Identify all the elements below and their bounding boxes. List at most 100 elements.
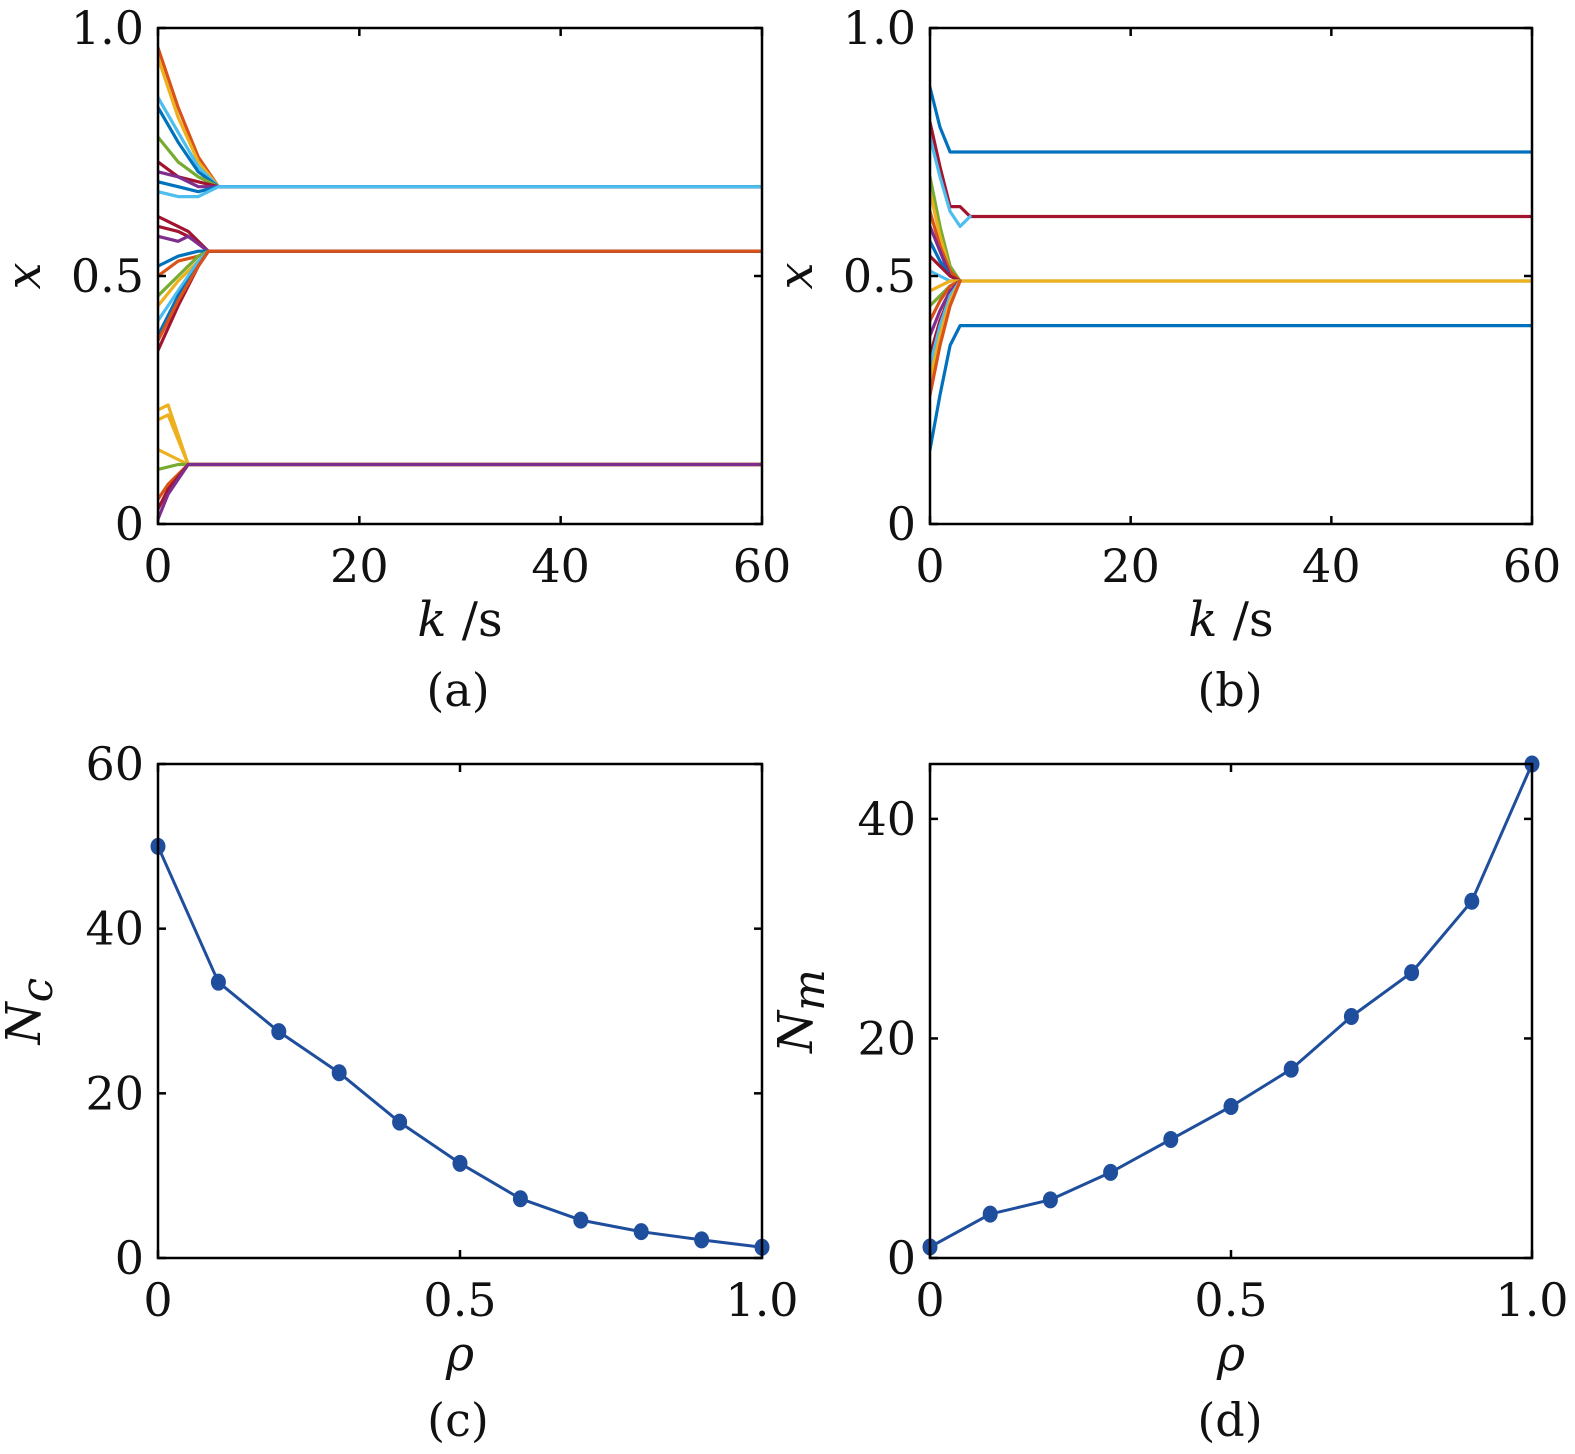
series-group	[158, 46, 762, 521]
y-tick-label: 0	[115, 1231, 144, 1285]
y-tick-label: 0.5	[843, 249, 916, 303]
x-tick-label: 20	[330, 539, 389, 593]
series-line-16	[158, 249, 762, 323]
y-tick-label: 0	[887, 497, 916, 551]
y-tick-label: 40	[85, 902, 144, 956]
y-tick-label: 1.0	[843, 1, 916, 55]
data-point-9	[694, 1231, 710, 1249]
data-point-9	[1464, 892, 1480, 910]
series-line-18	[930, 324, 1532, 452]
series-line-19	[158, 249, 762, 343]
series-line-0	[930, 762, 1532, 1249]
panel-caption: (b)	[1197, 663, 1262, 717]
data-point-1	[982, 1205, 998, 1223]
panel-a: 0 20 40 60 0 0.5 1.0 k /s x (a)	[0, 1, 791, 717]
x-tick-label: 40	[531, 539, 590, 593]
series-line-4	[158, 135, 762, 189]
series-line-2	[930, 135, 972, 228]
x-tick-label: 40	[1302, 539, 1361, 593]
series-line-9	[158, 214, 762, 253]
series-line-24	[158, 462, 762, 501]
panel-c: 0 0.5 1.0 0 20 40 60 ρ Nc (c)	[0, 737, 799, 1447]
plot-frame	[156, 26, 764, 526]
series-line-17	[158, 249, 762, 338]
series-line-17	[930, 279, 962, 397]
x-axis-variable: ρ	[445, 1326, 474, 1382]
series-line-15	[158, 249, 762, 308]
x-tick-label: 0	[143, 539, 172, 593]
data-point-6	[1283, 1060, 1299, 1078]
series-line-5	[158, 160, 762, 189]
x-axis-unit: /s	[1218, 592, 1274, 648]
series-line-3	[930, 175, 1532, 283]
series-line-10	[930, 279, 962, 293]
series-line-6	[158, 170, 762, 189]
plot-frame	[928, 762, 1534, 1260]
y-tick-label: 60	[85, 737, 144, 791]
x-tick-label: 1.0	[725, 1273, 798, 1327]
y-axis-variable: N	[0, 1000, 52, 1045]
x-tick-label: 60	[733, 539, 792, 593]
y-axis-label: Nc	[0, 978, 63, 1046]
panel-caption: (d)	[1197, 1393, 1262, 1447]
x-tick-label: 0	[915, 539, 944, 593]
x-axis-label: ρ	[445, 1326, 474, 1382]
data-point-2	[271, 1023, 287, 1041]
series-line-22	[158, 448, 762, 467]
y-tick-label: 20	[85, 1066, 144, 1120]
data-point-2	[1042, 1191, 1058, 1209]
x-axis-label: ρ	[1216, 1326, 1245, 1382]
plot-frame	[928, 26, 1534, 526]
x-axis-variable: ρ	[1216, 1326, 1245, 1382]
series-line-10	[158, 224, 762, 253]
x-tick-label: 1.0	[1495, 1273, 1568, 1327]
series-line-18	[158, 249, 762, 352]
data-point-4	[1163, 1130, 1179, 1148]
data-point-8	[633, 1223, 649, 1241]
y-tick-label: 0	[887, 1231, 916, 1285]
series-line-21	[158, 413, 762, 467]
series-line-0	[158, 46, 762, 189]
y-tick-label: 0.5	[71, 249, 144, 303]
series-line-11	[158, 234, 762, 253]
data-point-7	[1343, 1007, 1359, 1025]
series-line-0	[158, 844, 762, 1249]
series-line-8	[158, 185, 762, 199]
series-line-4	[930, 190, 1532, 283]
series-group	[930, 762, 1532, 1249]
y-axis-variable: x	[0, 262, 52, 289]
x-axis-variable: k	[417, 592, 446, 648]
data-point-7	[573, 1211, 589, 1229]
x-axis-variable: k	[1188, 592, 1217, 648]
data-point-5	[452, 1154, 468, 1172]
series-line-25	[158, 462, 762, 511]
series-line-1	[158, 56, 762, 189]
x-tick-label: 60	[1503, 539, 1562, 593]
panel-b: 0 20 40 60 0 0.5 1.0 k /s x (b)	[768, 1, 1561, 717]
y-axis-label: x	[768, 262, 824, 289]
series-line-26	[158, 462, 762, 521]
plot-frame	[156, 762, 764, 1260]
panel-d: 0 0.5 1.0 0 20 40 ρ Nm (d)	[768, 755, 1569, 1447]
data-point-6	[512, 1190, 528, 1208]
x-tick-label: 0.5	[423, 1273, 496, 1327]
series-line-0	[930, 85, 1532, 154]
data-point-3	[1103, 1163, 1119, 1181]
x-axis-label: k /s	[1188, 592, 1273, 648]
series-line-13	[158, 249, 762, 268]
series-line-12	[158, 249, 762, 278]
y-tick-label: 1.0	[71, 1, 144, 55]
y-axis-variable: N	[768, 1009, 824, 1054]
series-line-5	[930, 209, 962, 283]
data-point-1	[210, 973, 226, 991]
panel-caption: (a)	[426, 663, 489, 717]
series-line-8	[930, 254, 962, 283]
y-axis-subscript: m	[784, 969, 835, 1011]
data-point-3	[331, 1064, 347, 1082]
panel-caption: (c)	[427, 1393, 489, 1447]
series-line-12	[930, 279, 962, 323]
y-tick-label: 20	[857, 1011, 916, 1065]
y-axis-variable: x	[768, 262, 824, 289]
series-line-20	[158, 403, 762, 467]
series-line-3	[158, 105, 762, 189]
